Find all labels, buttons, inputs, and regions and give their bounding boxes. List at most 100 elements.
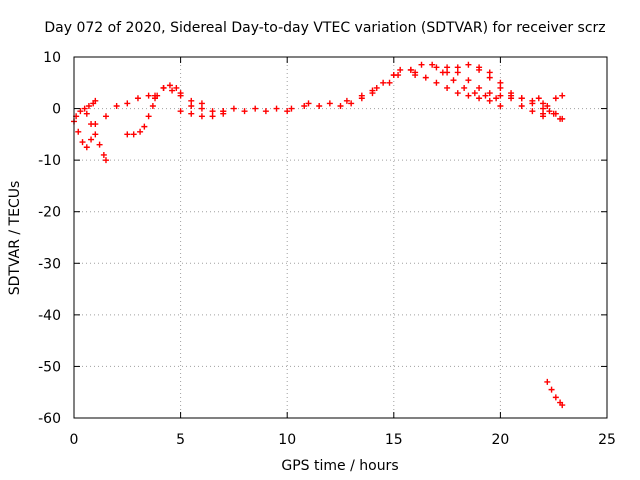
data-point <box>230 105 237 112</box>
data-point <box>343 97 350 104</box>
data-point <box>83 110 90 117</box>
data-point <box>450 77 457 84</box>
data-point <box>369 87 376 94</box>
data-point <box>548 386 555 393</box>
data-point <box>476 66 483 73</box>
x-tick-label: 5 <box>176 432 185 448</box>
data-point <box>508 95 515 102</box>
data-point <box>412 69 419 76</box>
data-point <box>418 61 425 68</box>
series-track-t <box>540 108 566 122</box>
data-point <box>124 100 131 107</box>
data-point <box>552 110 559 117</box>
data-point <box>149 102 156 109</box>
data-point <box>92 131 99 138</box>
data-point <box>301 102 308 109</box>
data-point <box>407 66 414 73</box>
series-track-g <box>152 84 205 107</box>
data-point <box>198 100 205 107</box>
data-point <box>75 128 82 135</box>
data-point <box>288 105 295 112</box>
data-point <box>540 105 547 112</box>
data-point <box>198 105 205 112</box>
data-point <box>497 92 504 99</box>
data-point <box>177 108 184 115</box>
data-point <box>145 92 152 99</box>
data-point <box>559 115 566 122</box>
x-axis-label: GPS time / hours <box>281 458 398 474</box>
data-point <box>476 95 483 102</box>
data-point <box>358 92 365 99</box>
data-point <box>518 95 525 102</box>
data-point <box>465 61 472 68</box>
data-point <box>386 79 393 86</box>
series-track-j <box>220 72 402 115</box>
y-tick-label: -40 <box>38 308 61 324</box>
data-point <box>198 113 205 120</box>
data-point <box>497 102 504 109</box>
data-point <box>497 79 504 86</box>
data-point <box>482 92 489 99</box>
grid-lines <box>74 57 607 418</box>
series-track-m <box>412 69 504 109</box>
data-point <box>422 74 429 81</box>
y-tick-label: 0 <box>52 102 61 118</box>
data-point <box>137 128 144 135</box>
data-point <box>486 74 493 81</box>
data-point <box>486 90 493 97</box>
data-point <box>284 108 291 115</box>
data-point <box>188 97 195 104</box>
data-point <box>88 136 95 143</box>
data-point <box>88 121 95 128</box>
data-point <box>100 151 107 158</box>
data-point <box>316 102 323 109</box>
data-point <box>552 394 559 401</box>
data-point <box>552 95 559 102</box>
data-point <box>493 95 500 102</box>
data-point <box>166 82 173 89</box>
data-point <box>454 90 461 97</box>
series-track-h <box>177 108 227 120</box>
data-point <box>486 97 493 104</box>
data-point <box>79 139 86 146</box>
y-tick-label: -20 <box>38 205 61 221</box>
data-point <box>444 64 451 71</box>
data-point <box>85 102 92 109</box>
plot-frame <box>73 56 608 419</box>
data-point <box>145 113 152 120</box>
data-point <box>177 92 184 99</box>
x-tick-label: 25 <box>598 432 616 448</box>
series-track-c <box>83 110 109 164</box>
data-point <box>544 378 551 385</box>
data-point <box>529 100 536 107</box>
data-point <box>454 64 461 71</box>
y-tick-label: -10 <box>38 153 61 169</box>
data-point <box>373 84 380 91</box>
data-point <box>252 105 259 112</box>
data-point <box>83 144 90 151</box>
series-track-i <box>188 102 227 115</box>
data-point <box>429 61 436 68</box>
data-point <box>476 84 483 91</box>
data-point <box>152 95 159 102</box>
plot-area <box>71 61 566 409</box>
data-point <box>130 131 137 138</box>
series-track-e <box>124 128 144 138</box>
data-point <box>160 84 167 91</box>
x-tick-label: 20 <box>491 432 509 448</box>
series-track-u <box>544 378 566 409</box>
data-point <box>444 69 451 76</box>
data-point <box>535 95 542 102</box>
series-track-p <box>444 61 547 107</box>
data-point <box>559 402 566 409</box>
data-point <box>77 108 84 115</box>
data-point <box>81 105 88 112</box>
data-point <box>173 84 180 91</box>
data-point <box>262 108 269 115</box>
data-point <box>544 102 551 109</box>
data-point <box>540 100 547 107</box>
data-point <box>380 79 387 86</box>
series-track-k <box>230 66 414 112</box>
data-point <box>529 108 536 115</box>
data-point <box>273 105 280 112</box>
